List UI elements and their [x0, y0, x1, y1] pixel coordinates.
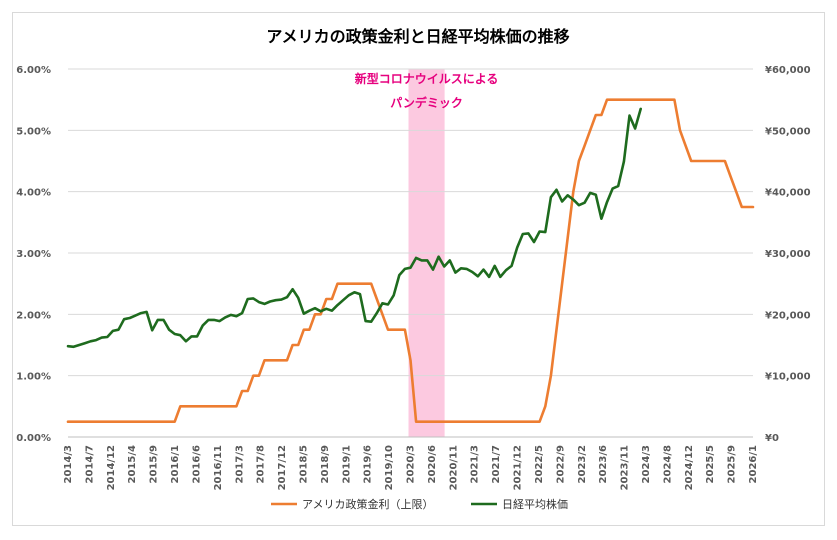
chart-frame: アメリカの政策金利と日経平均株価の推移 新型コロナウイルスによる パンデミック 0…	[12, 12, 825, 526]
x-tick-label: 2024/3	[641, 445, 652, 483]
x-tick-label: 2014/7	[84, 445, 95, 483]
x-tick-label: 2026/1	[748, 445, 759, 483]
y-left-tick-label: 3.00%	[16, 249, 51, 260]
x-tick-label: 2017/3	[234, 445, 245, 483]
nikkei-series-line	[66, 107, 643, 349]
y-right-tick-label: ¥40,000	[765, 188, 811, 199]
y-right-tick-label: ¥0	[765, 433, 779, 444]
x-tick-label: 2023/2	[577, 445, 588, 483]
x-tick-label: 2015/4	[127, 445, 138, 483]
y-left-tick-label: 6.00%	[16, 65, 51, 76]
series-layer	[66, 98, 755, 424]
y-left-tick-label: 0.00%	[16, 433, 51, 444]
x-tick-label: 2021/3	[470, 445, 481, 483]
x-tick-label: 2019/6	[363, 445, 374, 483]
y-right-tick-label: ¥30,000	[765, 249, 811, 260]
x-tick-label: 2017/8	[256, 445, 267, 483]
x-tick-label: 2024/8	[662, 445, 673, 483]
x-tick-label: 2015/9	[149, 445, 160, 483]
x-tick-label: 2021/7	[491, 445, 502, 483]
x-tick-label: 2019/1	[341, 445, 352, 483]
gridlines	[68, 68, 753, 438]
x-tick-label: 2014/3	[63, 445, 74, 483]
x-tick-label: 2016/6	[191, 445, 202, 483]
x-tick-label: 2024/12	[684, 445, 695, 490]
x-tick-label: 2016/1	[170, 445, 181, 483]
y-right-tick-label: ¥50,000	[765, 126, 811, 137]
x-tick-label: 2023/6	[598, 445, 609, 483]
x-tick-label: 2014/12	[106, 445, 117, 490]
x-tick-label: 2025/5	[705, 445, 716, 483]
legend-rate-label: アメリカ政策金利（上限）	[302, 497, 433, 511]
y-right-tick-label: ¥60,000	[765, 65, 811, 76]
x-tick-label: 2018/5	[298, 445, 309, 483]
x-tick-label: 2020/6	[427, 445, 438, 483]
y-left-tick-label: 2.00%	[16, 310, 51, 321]
x-tick-label: 2016/11	[213, 445, 224, 490]
y-right-tick-label: ¥10,000	[765, 372, 811, 383]
x-tick-label: 2018/9	[320, 445, 331, 483]
chart-title: アメリカの政策金利と日経平均株価の推移	[266, 27, 569, 46]
y-left-tick-label: 1.00%	[16, 372, 51, 383]
annotation-text-line: パンデミック	[390, 95, 463, 110]
annotation-text-line: 新型コロナウイルスによる	[355, 71, 499, 86]
x-tick-label: 2022/5	[534, 445, 545, 483]
y-right-tick-label: ¥20,000	[765, 310, 811, 321]
x-tick-label: 2020/3	[406, 445, 417, 483]
axis-labels: 0.00% 1.00% 2.00% 3.00% 4.00% 5.00% 6.00% ¥0 ¥10…	[16, 65, 810, 490]
x-tick-label: 2023/11	[620, 445, 631, 490]
legend-nikkei-label: 日経平均株価	[502, 497, 568, 511]
x-tick-label: 2019/10	[384, 445, 395, 490]
y-left-tick-label: 5.00%	[16, 126, 51, 137]
x-tick-label: 2020/11	[448, 445, 459, 490]
x-tick-label: 2022/9	[555, 445, 566, 483]
y-left-tick-label: 4.00%	[16, 188, 51, 199]
legend: アメリカ政策金利（上限） 日経平均株価	[271, 497, 568, 511]
x-tick-label: 2021/12	[513, 445, 524, 490]
x-tick-label: 2017/12	[277, 445, 288, 490]
rate-series-line	[66, 98, 755, 424]
x-tick-label: 2025/9	[727, 445, 738, 483]
